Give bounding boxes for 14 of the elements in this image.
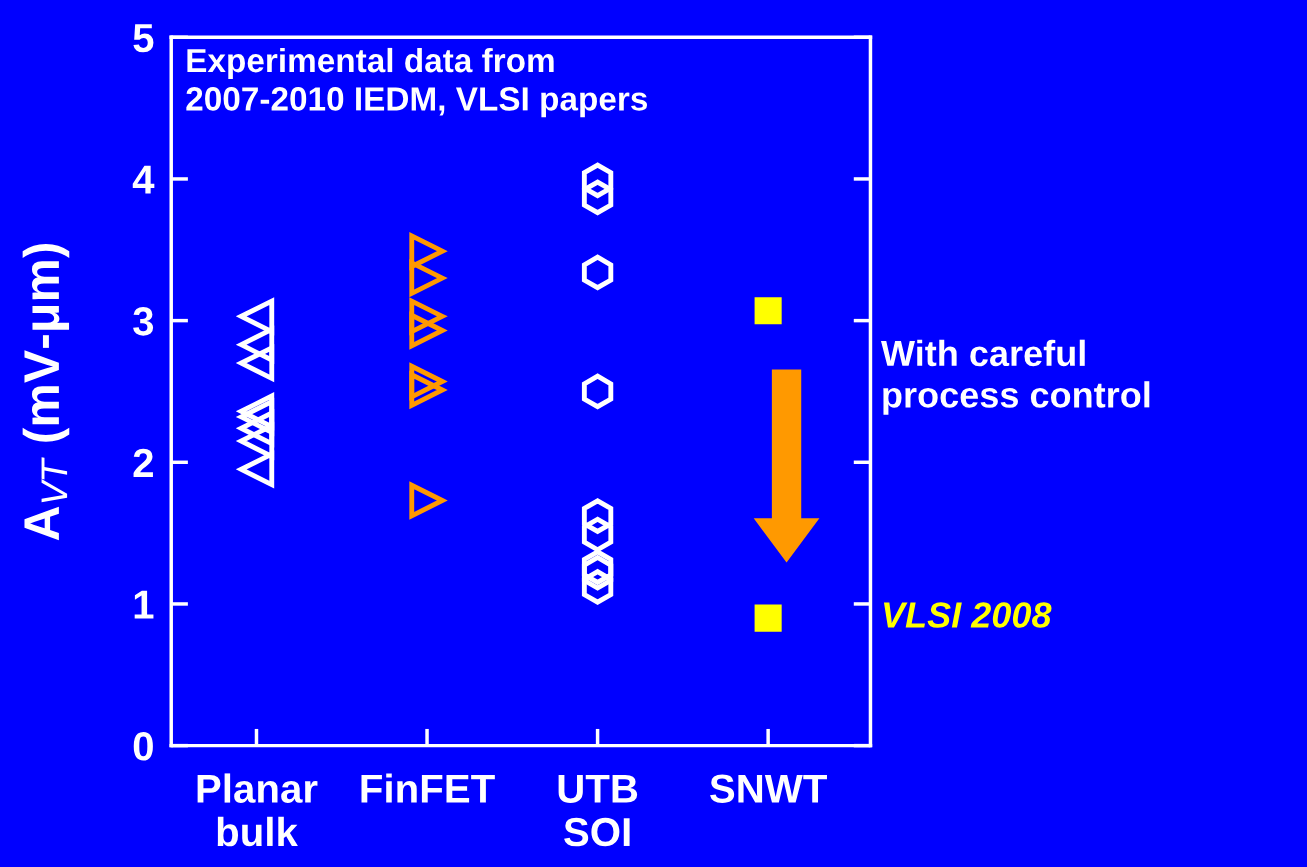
y-tick-label: 4 xyxy=(132,165,155,194)
y-tick-label: 2 xyxy=(133,448,153,477)
y-tick-label: 1 xyxy=(134,590,154,619)
text: With careful process control xyxy=(880,339,1150,415)
y-tick-label: 5 xyxy=(133,24,154,53)
y-tick-label: 0 xyxy=(133,732,153,761)
x-tick-label: Planar bulk xyxy=(197,773,318,847)
x-tick-label: SNWT xyxy=(710,774,827,803)
annotation: Experimental data from 2007-2010 IEDM, VLSI papers xyxy=(186,47,648,118)
text: VLSI 2008 xyxy=(883,602,1052,628)
y-axis-title: A$_{VT}$ (mV-μm) xyxy=(22,243,70,541)
x-tick-label: FinFET xyxy=(361,773,495,803)
y-tick-label: 3 xyxy=(133,307,154,336)
x-tick-label: UTB SOI xyxy=(558,774,638,847)
